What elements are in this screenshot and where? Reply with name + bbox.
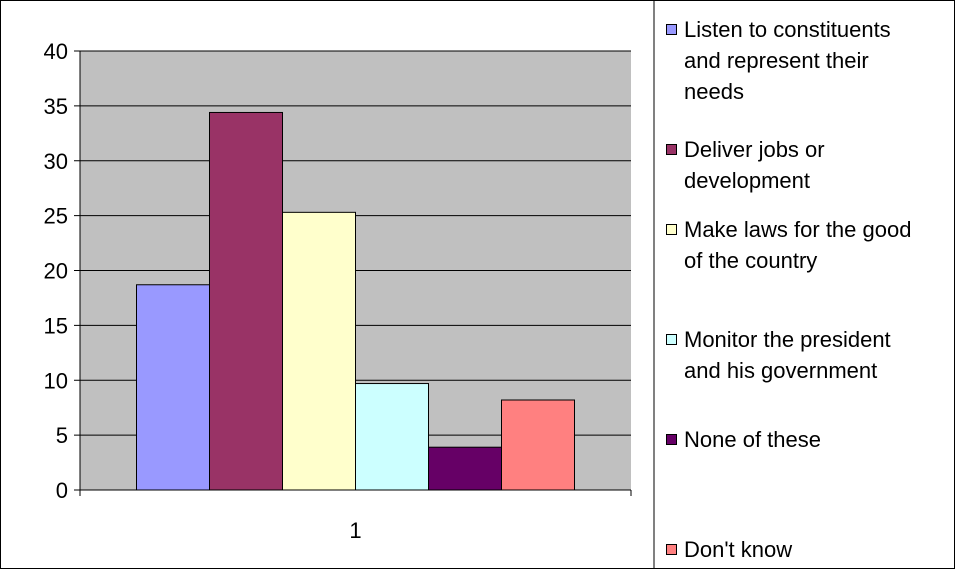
y-tick-label: 30: [44, 149, 68, 174]
legend-swatch: [666, 544, 677, 555]
legend-item: Make laws for the good of the country: [664, 214, 955, 276]
x-category-label: 1: [349, 518, 361, 543]
bars: [136, 111, 575, 491]
legend-item: Don't know: [664, 534, 955, 565]
legend-label: Don't know: [684, 537, 793, 562]
legend-swatch: [666, 334, 677, 345]
legend-label: None of these: [684, 427, 821, 452]
bar-6: [501, 399, 575, 491]
y-tick-label: 0: [56, 478, 68, 503]
legend-swatch: [666, 224, 677, 235]
bar-1: [136, 284, 210, 491]
legend-swatch: [666, 434, 677, 445]
legend-swatch: [666, 144, 677, 155]
bar-4: [355, 383, 429, 491]
y-tick-label: 10: [44, 368, 68, 393]
y-tick-label: 5: [56, 423, 68, 448]
legend-item: None of these: [664, 424, 955, 455]
legend-swatch: [666, 24, 677, 35]
y-tick-label: 35: [44, 94, 68, 119]
legend-item: Monitor the president and his government: [664, 324, 955, 386]
y-tick-label: 15: [44, 313, 68, 338]
legend-label: Make laws for the good of the country: [684, 217, 912, 273]
legend-item: Listen to constituents and represent the…: [664, 14, 955, 107]
legend-label: Deliver jobs or development: [684, 137, 825, 193]
bar-3: [282, 211, 356, 491]
bar-2: [209, 111, 283, 491]
y-tick-label: 40: [44, 39, 68, 64]
axes: 0 5 10 15 20 25 30 35 40 1: [44, 39, 632, 543]
legend-label: Listen to constituents and represent the…: [684, 17, 891, 104]
y-tick-label: 25: [44, 204, 68, 229]
y-tick-label: 20: [44, 259, 68, 284]
legend-item: Deliver jobs or development: [664, 134, 955, 196]
legend-label: Monitor the president and his government: [684, 327, 891, 383]
bar-5: [428, 446, 502, 491]
